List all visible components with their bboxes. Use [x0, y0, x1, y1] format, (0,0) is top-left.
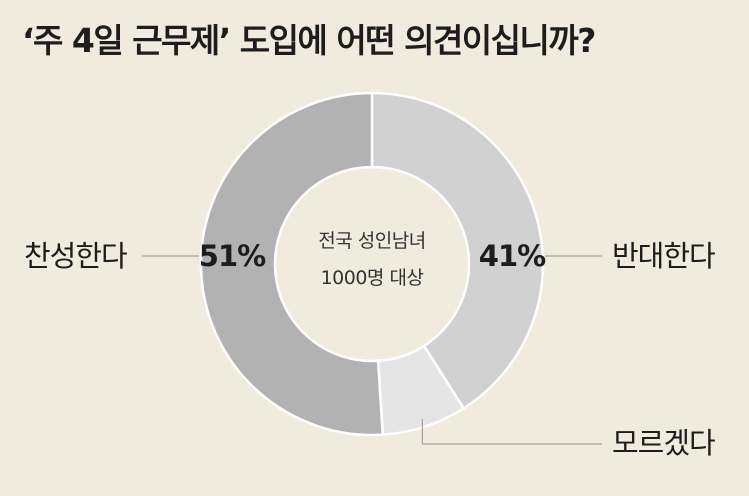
slice-agree — [199, 91, 385, 437]
slice-label-disagree: 반대한다 — [612, 239, 715, 273]
chart-title: ‘주 4일 근무제’ 도입에 어떤 의견이십니까? — [22, 21, 596, 60]
center-text-line-1: 전국 성인남녀 — [318, 230, 425, 252]
slice-label-agree: 찬성한다 — [24, 239, 127, 273]
center-text-line-2: 1000명 대상 — [321, 267, 424, 289]
slice-label-unknown: 모르겠다 — [612, 426, 715, 460]
slice-disagree — [370, 91, 545, 411]
pct-label-agree: 51% — [199, 239, 266, 273]
donut-slices — [199, 91, 545, 437]
pct-label-disagree: 41% — [479, 239, 546, 273]
leader-lines — [142, 255, 602, 445]
